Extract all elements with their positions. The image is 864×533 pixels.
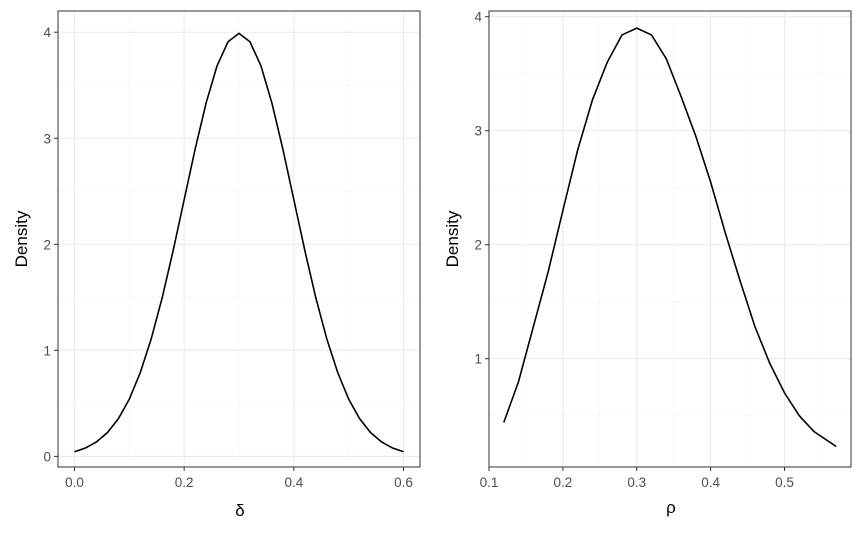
y-tick-label: 0 bbox=[43, 449, 51, 464]
density-curve bbox=[503, 27, 837, 448]
y-tick-label: 3 bbox=[474, 124, 482, 139]
y-tick-label: 1 bbox=[43, 343, 51, 358]
y-axis-title: Density bbox=[443, 210, 462, 267]
x-tick-label: 0.4 bbox=[701, 475, 720, 490]
panel-border bbox=[57, 10, 421, 468]
x-tick-label: 0.0 bbox=[65, 475, 84, 490]
y-tick-label: 4 bbox=[474, 10, 482, 25]
x-tick-label: 0.5 bbox=[775, 475, 794, 490]
x-axis-title: δ bbox=[235, 501, 244, 520]
x-tick-label: 0.1 bbox=[480, 475, 499, 490]
x-axis-title: ρ bbox=[666, 498, 676, 517]
x-tick-label: 0.3 bbox=[627, 475, 646, 490]
panel-border bbox=[488, 10, 852, 468]
y-tick-label: 2 bbox=[43, 237, 51, 252]
delta-density-panel: 0.0 0.2 0.4 0.6 0 1 2 3 4 δ Density bbox=[12, 10, 421, 520]
x-tick-label: 0.2 bbox=[175, 475, 194, 490]
y-tick-label: 1 bbox=[474, 352, 482, 367]
y-tick-label: 2 bbox=[474, 238, 482, 253]
x-tick-label: 0.4 bbox=[284, 475, 303, 490]
x-tick-label: 0.2 bbox=[553, 475, 572, 490]
density-curve bbox=[74, 32, 404, 453]
rho-density-panel: 0.1 0.2 0.3 0.4 0.5 1 2 3 4 ρ Density bbox=[443, 10, 852, 517]
x-tick-label: 0.6 bbox=[394, 475, 413, 490]
y-axis-title: Density bbox=[12, 210, 31, 267]
y-tick-label: 3 bbox=[43, 131, 51, 146]
y-tick-label: 4 bbox=[43, 25, 51, 40]
